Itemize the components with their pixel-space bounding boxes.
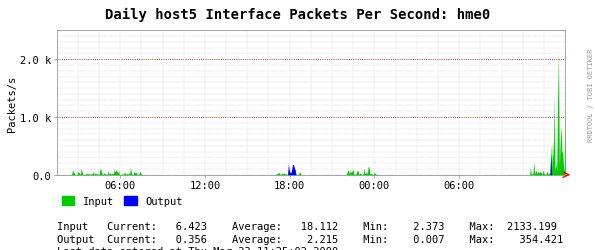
Text: Last data entered at Thu Mar 23 11:25:02 2000.: Last data entered at Thu Mar 23 11:25:02… (57, 246, 344, 250)
Text: Input   Current:   6.423    Average:   18.112    Min:    2.373    Max:  2133.199: Input Current: 6.423 Average: 18.112 Min… (57, 221, 556, 231)
Text: Output  Current:   0.356    Average:    2.215    Min:    0.007    Max:    354.42: Output Current: 0.356 Average: 2.215 Min… (57, 234, 563, 244)
Legend: Input, Output: Input, Output (62, 196, 183, 206)
Y-axis label: Packets/s: Packets/s (7, 75, 17, 131)
Text: Daily host5 Interface Packets Per Second: hme0: Daily host5 Interface Packets Per Second… (105, 8, 490, 22)
Text: RRDTOOL / TOBI OETIKER: RRDTOOL / TOBI OETIKER (588, 48, 594, 142)
